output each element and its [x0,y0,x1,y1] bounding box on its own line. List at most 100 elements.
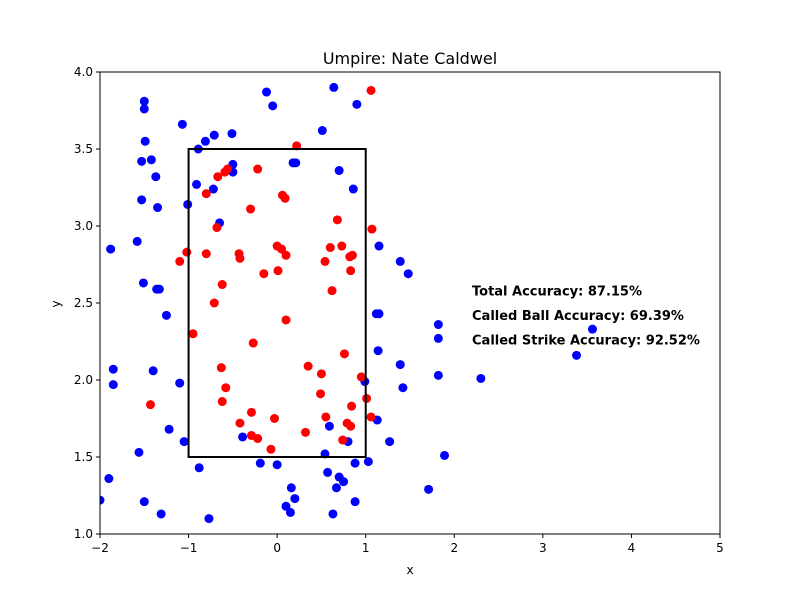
accuracy-annotation: Called Strike Accuracy: 92.52% [472,334,700,349]
red-pitch-point [346,266,356,276]
red-pitch-point [339,349,349,359]
x-tick-label: 2 [450,541,458,555]
red-pitch-point [212,223,222,233]
y-tick-label: 1.0 [74,527,93,541]
blue-pitch-point [200,136,210,146]
red-pitch-point [347,401,357,411]
red-pitch-point [332,215,342,225]
red-pitch-point [269,414,279,423]
blue-pitch-point [285,507,295,517]
red-pitch-point [356,372,366,382]
red-pitch-point [235,253,245,263]
blue-pitch-point [177,119,187,129]
red-pitch-point [201,249,211,259]
blue-pitch-point [108,380,118,390]
accuracy-annotation: Total Accuracy: 87.15% [472,284,642,299]
accuracy-annotation: Called Ball Accuracy: 69.39% [472,309,684,324]
red-pitch-point [246,407,256,417]
blue-pitch-point [374,309,384,319]
blue-pitch-point [146,155,156,165]
blue-pitch-point [395,256,405,266]
y-tick-label: 2.5 [74,296,93,310]
red-pitch-point [303,361,313,371]
blue-pitch-point [208,184,218,194]
blue-pitch-point [255,458,265,468]
blue-pitch-point [352,99,362,109]
blue-pitch-point [339,477,349,487]
plot-area: −2 −1 0 1 2 3 4 5 1.0 1.5 2.0 2.5 3.0 3.5 4.0 Total Acc… [74,65,724,555]
x-tick-label: −2 [91,541,109,555]
red-pitch-point [175,256,185,266]
blue-pitch-point [139,96,149,106]
red-pitch-point [320,256,330,266]
red-pitch-point [367,224,377,234]
red-pitch-point [235,418,245,428]
blue-pitch-point [238,432,248,442]
red-pitch-point [366,412,376,422]
red-pitch-point [201,189,211,199]
x-tick-label: 1 [362,541,370,555]
blue-pitch-point [138,278,148,288]
blue-pitch-point [424,484,434,494]
blue-pitch-point [350,497,360,507]
red-pitch-point [316,389,326,399]
blue-pitch-point [324,421,334,431]
blue-pitch-point [374,241,384,251]
y-axis-label: y [49,300,63,307]
red-pitch-point [216,363,226,373]
blue-pitch-point [291,158,301,168]
red-pitch-point [259,269,269,279]
y-tick-label: 3.0 [74,219,93,233]
blue-pitch-point [317,126,327,136]
blue-pitch-point [395,360,405,370]
blue-pitch-point [286,483,296,493]
red-pitch-point [316,369,326,379]
red-pitch-point [281,250,291,260]
chart-title: Umpire: Nate Caldwel [323,49,497,68]
blue-pitch-point [331,483,341,493]
axes-frame [99,71,721,535]
blue-pitch-point [363,457,373,467]
red-pitch-point [248,338,258,348]
y-tick-label: 3.5 [74,142,93,156]
blue-pitch-point [476,373,486,383]
blue-pitch-point [398,383,408,393]
x-tick-label: 4 [628,541,636,555]
blue-pitch-point [440,450,450,460]
x-tick-label: −1 [180,541,198,555]
red-pitch-point [253,434,263,444]
red-pitch-point [321,412,331,422]
y-tick-label: 1.5 [74,450,93,464]
blue-pitch-point [272,460,282,470]
blue-pitch-point [373,346,383,356]
blue-pitch-point [433,320,443,330]
red-pitch-point [246,204,256,214]
blue-pitch-point [323,467,333,477]
blue-pitch-point [209,130,219,140]
blue-pitch-point [350,458,360,468]
blue-pitch-point [137,156,147,166]
blue-pitch-point [194,463,204,473]
blue-pitch-point [403,269,413,279]
blue-pitch-point [139,104,149,114]
red-pitch-point [281,315,291,325]
red-pitch-point [347,250,357,260]
red-pitch-point [346,421,356,431]
red-pitch-point [280,193,290,203]
blue-pitch-point [104,474,114,484]
blue-pitch-point [329,82,339,92]
blue-pitch-point [268,101,278,111]
blue-pitch-point [154,284,164,294]
blue-pitch-point [175,378,185,388]
red-pitch-point [217,280,227,290]
blue-pitch-point [100,495,105,505]
red-pitch-point [253,164,263,174]
blue-pitch-point [204,514,214,524]
y-tick-label: 4.0 [74,65,93,79]
red-pitch-point [338,435,348,445]
blue-pitch-point [148,366,158,376]
x-tick-label: 5 [716,541,724,555]
blue-pitch-point [227,129,237,139]
x-tick-label: 0 [273,541,281,555]
